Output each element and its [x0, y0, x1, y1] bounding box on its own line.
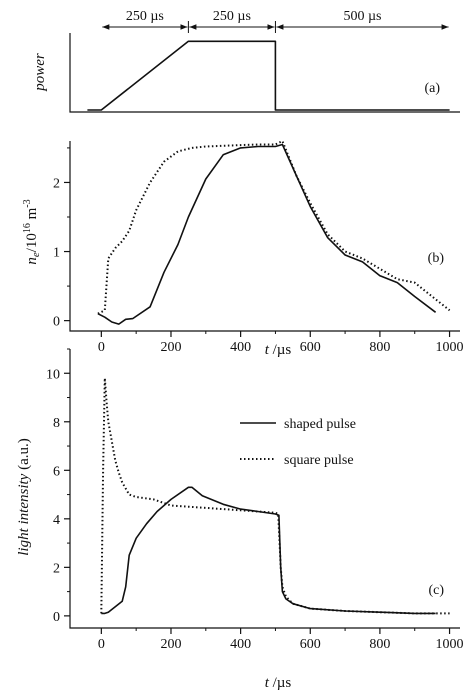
panel-c-ylabel: light intensity (a.u.): [16, 438, 32, 555]
series-line-solid-0: [97, 143, 437, 325]
series-line-dotted-1: [97, 140, 451, 315]
y-tick-label: 4: [53, 513, 60, 528]
x-tick-label: 400: [230, 340, 251, 355]
duration-label: 500 µs: [343, 9, 381, 24]
y-tick-label: 8: [53, 416, 60, 431]
ylabel-subscript: e: [30, 252, 42, 257]
ylabel-unit: /10: [24, 233, 40, 252]
xlabel-symbol: t: [265, 342, 270, 358]
legend-label-shaped: shaped pulse: [284, 417, 356, 432]
panel-b-ylabel: ne/1016 m-3: [22, 199, 42, 264]
legend-label-square: square pulse: [284, 453, 354, 468]
xlabel-unit: /µs: [269, 342, 292, 358]
axis-frame: [69, 349, 460, 629]
duration-label: 250 µs: [126, 9, 164, 24]
ylabel-text: light intensity: [16, 473, 32, 555]
y-tick-label: 1: [53, 246, 60, 261]
panel-c-axes: 0 200 400 600 800 1000 0 2 4 6 8 10: [46, 348, 464, 652]
x-tick-label: 600: [300, 340, 321, 355]
ylabel-tail: m: [24, 207, 40, 223]
y-tick-label: 2: [53, 561, 60, 576]
panel-a-ylabel: power: [32, 53, 48, 92]
ylabel-exponent: 16: [22, 223, 33, 233]
panel-b-label: (b): [428, 251, 445, 266]
y-tick-label: 10: [46, 367, 60, 382]
ylabel-symbol: n: [24, 257, 40, 265]
y-tick-label: 0: [53, 610, 60, 625]
panel-a-axis-frame: [69, 33, 460, 113]
duration-annotations: 250 µs 250 µs 500 µs: [102, 9, 449, 33]
x-tick-label: 800: [369, 340, 390, 355]
x-tick-label: 1000: [436, 340, 464, 355]
panel-c-label: (c): [428, 583, 444, 598]
panel-a-label: (a): [424, 81, 440, 96]
x-tick-label: 200: [160, 340, 181, 355]
ylabel-unit: (a.u.): [16, 438, 32, 473]
x-tick-label: 400: [230, 637, 251, 652]
panel-b-series: [97, 140, 451, 325]
x-tick-label: 600: [300, 637, 321, 652]
panel-a-series: [87, 40, 450, 111]
ylabel-tail-exponent: -3: [22, 199, 33, 207]
panel-a-power: 250 µs 250 µs 500 µs power (a): [32, 9, 460, 113]
panel-c-series: [100, 377, 450, 615]
y-tick-label: 2: [53, 176, 60, 191]
x-tick-label: 0: [98, 340, 105, 355]
x-tick-label: 200: [160, 637, 181, 652]
panel-c-light-intensity: 0 200 400 600 800 1000 0 2 4 6 8 10 light intensity…: [16, 348, 464, 691]
y-tick-label: 6: [53, 464, 60, 479]
xlabel-symbol: t: [265, 675, 270, 691]
series-line-shaped-pulse: [101, 486, 436, 615]
y-tick-label: 0: [53, 315, 60, 330]
x-tick-label: 0: [98, 637, 105, 652]
axis-frame: [69, 141, 460, 332]
series-line-square-pulse: [100, 377, 450, 615]
xlabel-unit: /µs: [269, 675, 292, 691]
series-line-solid-0: [87, 40, 450, 111]
panel-b-electron-density: 0 200 400 600 800 1000 0 1 2 ne/1016 m-3 t /µs (…: [22, 140, 464, 358]
panel-b-xlabel: t /µs: [265, 342, 292, 358]
panel-b-axes: 0 200 400 600 800 1000 0 1 2: [53, 141, 464, 355]
x-tick-label: 1000: [436, 637, 464, 652]
legend: shaped pulse square pulse: [240, 417, 356, 468]
panel-c-xlabel: t /µs: [265, 675, 292, 691]
duration-label: 250 µs: [213, 9, 251, 24]
x-tick-label: 800: [369, 637, 390, 652]
